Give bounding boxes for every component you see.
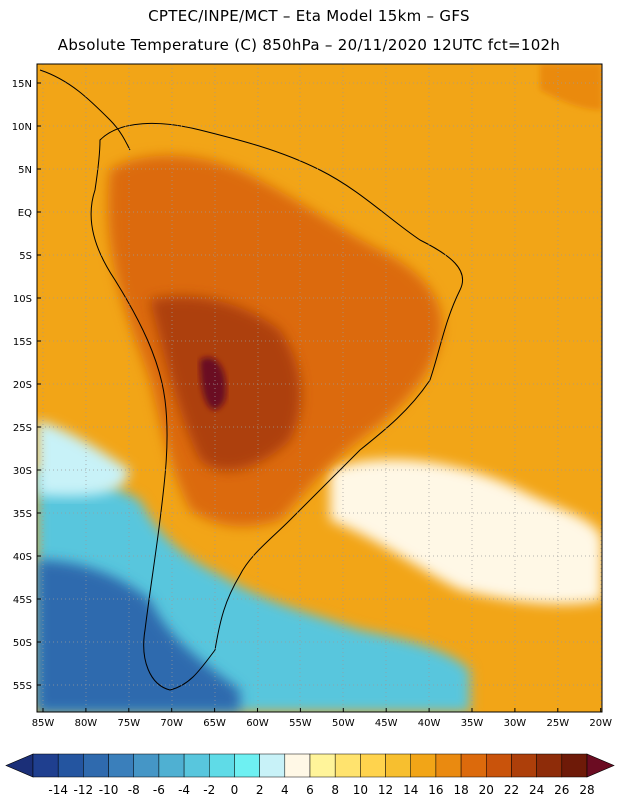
lon-label: 50W	[332, 718, 355, 729]
colorbar-label: 22	[504, 783, 519, 797]
lon-label: 30W	[504, 718, 527, 729]
colorbar-swatch	[435, 753, 462, 778]
colorbar-swatch	[284, 753, 311, 778]
colorbar-label: 24	[529, 783, 544, 797]
lat-label: 15S	[13, 337, 32, 348]
graticule	[37, 64, 602, 712]
lon-label: 85W	[32, 718, 55, 729]
colorbar-swatch	[183, 753, 210, 778]
colorbar-label: 10	[353, 783, 368, 797]
temperature-field	[37, 64, 602, 712]
chart-title: CPTEC/INPE/MCT – Eta Model 15km – GFS	[148, 7, 470, 25]
colorbar-label: 12	[378, 783, 393, 797]
colorbar-label: 16	[428, 783, 443, 797]
colorbar-label: 26	[554, 783, 569, 797]
colorbar-swatch	[158, 753, 185, 778]
colorbar-label: 28	[579, 783, 594, 797]
colorbar-label: -2	[203, 783, 215, 797]
colorbar-swatch	[209, 753, 235, 778]
chart-subtitle: Absolute Temperature (C) 850hPa – 20/11/…	[57, 36, 561, 54]
lon-label: 25W	[546, 718, 569, 729]
lon-label: 40W	[418, 718, 441, 729]
colorbar-swatch	[511, 753, 537, 778]
colorbar: -14 -12 -10 -8 -6 -4 -2 0 2 4 6 8 10 12 14 16 18 20 22 24 26…	[5, 753, 615, 797]
colorbar-label: -10	[99, 783, 119, 797]
lat-label: 35S	[13, 509, 32, 520]
colorbar-label: 8	[331, 783, 339, 797]
colorbar-swatch	[561, 753, 588, 778]
colorbar-over-arrow	[586, 753, 615, 778]
polar-cold-pool	[37, 560, 240, 712]
colorbar-label: 6	[306, 783, 314, 797]
heat-core	[200, 357, 226, 410]
longitude-labels: 85W 80W 75W 70W 65W 60W 55W 50W 45W 40W 35W 30W 25W 2…	[32, 708, 612, 729]
colorbar-label: 20	[479, 783, 494, 797]
colorbar-label: 14	[403, 783, 418, 797]
colorbar-label: -12	[74, 783, 94, 797]
lon-label: 65W	[203, 718, 226, 729]
lon-label: 55W	[289, 718, 312, 729]
colorbar-under-arrow	[5, 753, 34, 778]
colorbar-swatch	[360, 753, 386, 778]
lat-label: 55S	[13, 681, 32, 692]
south-america-coast	[90, 123, 463, 691]
lon-label: 45W	[375, 718, 398, 729]
colorbar-label: -6	[153, 783, 165, 797]
colorbar-label: -4	[178, 783, 190, 797]
colorbar-swatch	[108, 753, 134, 778]
lat-label: 10N	[12, 122, 32, 133]
lat-label: 5N	[18, 165, 32, 176]
lat-label: EQ	[18, 208, 32, 219]
colorbar-swatch	[486, 753, 512, 778]
colorbar-label: -8	[128, 783, 140, 797]
lon-label: 70W	[160, 718, 183, 729]
lat-label: 40S	[13, 552, 32, 563]
colorbar-swatch	[83, 753, 109, 778]
lon-label: 20W	[589, 718, 612, 729]
atlantic-mild-band	[330, 459, 602, 605]
colorbar-label: -14	[48, 783, 68, 797]
central-america-coast	[39, 69, 131, 151]
lon-label: 60W	[246, 718, 269, 729]
latitude-labels: 15N 10N 5N EQ 5S 10S 15S 20S 25S 30S 35S 40S 45S 50S 5…	[12, 79, 41, 692]
lat-label: 10S	[13, 294, 32, 305]
lat-label: 15N	[12, 79, 32, 90]
lon-label: 35W	[461, 718, 484, 729]
pacific-cool-band	[37, 420, 130, 497]
lat-label: 30S	[13, 466, 32, 477]
colorbar-swatch	[57, 753, 84, 778]
colorbar-swatch	[410, 753, 437, 778]
lon-label: 75W	[117, 718, 140, 729]
colorbar-swatch	[133, 753, 160, 778]
colorbar-swatch	[460, 753, 487, 778]
lat-label: 5S	[19, 251, 32, 262]
colorbar-label: 18	[453, 783, 468, 797]
caribbean-warm-spot	[540, 64, 602, 110]
colorbar-label: 2	[256, 783, 264, 797]
lat-label: 45S	[13, 595, 32, 606]
lat-label: 20S	[13, 380, 32, 391]
lat-label: 25S	[13, 423, 32, 434]
colorbar-swatch	[385, 753, 411, 778]
lat-label: 50S	[13, 638, 32, 649]
coastlines	[39, 69, 463, 691]
colorbar-label: 0	[231, 783, 239, 797]
colorbar-swatch	[32, 753, 59, 778]
lon-label: 80W	[75, 718, 98, 729]
colorbar-swatch	[234, 753, 260, 778]
colorbar-swatch	[259, 753, 286, 778]
map-frame	[36, 63, 603, 713]
colorbar-swatch	[309, 753, 336, 778]
colorbar-swatch	[536, 753, 563, 778]
colorbar-label: 4	[281, 783, 289, 797]
colorbar-swatch	[334, 753, 361, 778]
